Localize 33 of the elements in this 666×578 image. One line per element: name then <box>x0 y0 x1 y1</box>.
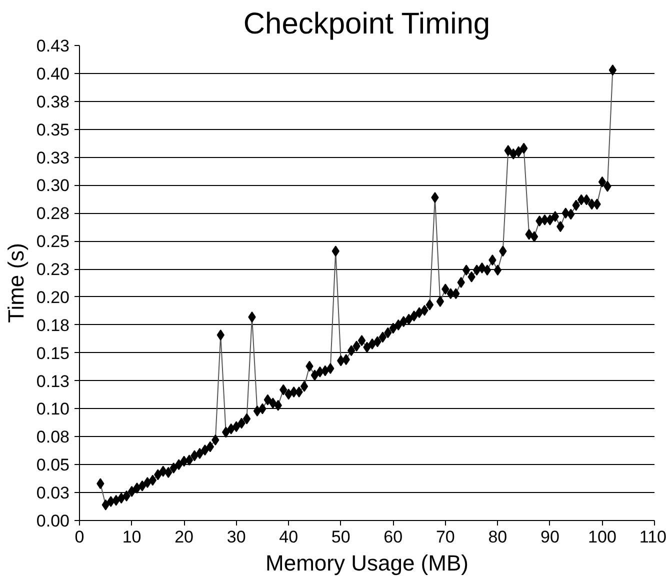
x-tick-label: 0 <box>74 528 84 546</box>
x-tick-label: 110 <box>639 528 666 546</box>
x-tick-label: 20 <box>174 528 194 546</box>
x-tick-label: 90 <box>540 528 560 546</box>
y-tick-label: 0.40 <box>36 64 70 84</box>
y-tick-label: 0.10 <box>36 400 70 419</box>
x-tick-label: 60 <box>384 528 403 546</box>
x-tick-label: 100 <box>588 528 616 546</box>
y-tick-label: 0.38 <box>36 92 70 112</box>
y-tick-label: 0.00 <box>36 512 70 530</box>
y-tick-label: 0.35 <box>36 120 70 140</box>
x-tick-label: 40 <box>279 528 298 546</box>
y-tick-label: 0.15 <box>36 344 70 363</box>
y-tick-label: 0.23 <box>36 260 70 280</box>
y-tick-label: 0.25 <box>36 232 70 252</box>
y-tick-label: 0.13 <box>36 372 70 391</box>
y-tick-label: 0.05 <box>36 456 70 475</box>
y-tick-label: 0.18 <box>36 316 70 335</box>
x-tick-label: 80 <box>488 528 508 546</box>
x-tick-label: 70 <box>436 528 455 546</box>
y-tick-label: 0.08 <box>36 428 70 447</box>
y-tick-label: 0.33 <box>36 148 70 168</box>
y-tick-label: 0.30 <box>36 176 70 196</box>
y-tick-label: 0.28 <box>36 204 70 224</box>
x-tick-label: 10 <box>122 528 142 546</box>
y-tick-label: 0.03 <box>36 484 70 503</box>
y-tick-label: 0.43 <box>36 36 70 56</box>
x-tick-label: 30 <box>226 528 246 546</box>
y-tick-label: 0.20 <box>36 288 70 307</box>
x-axis-title: Memory Usage (MB) <box>266 550 468 576</box>
x-tick-label: 50 <box>331 528 350 546</box>
y-axis-title: Time (s) <box>3 243 28 323</box>
chart-title: Checkpoint Timing <box>243 8 490 40</box>
